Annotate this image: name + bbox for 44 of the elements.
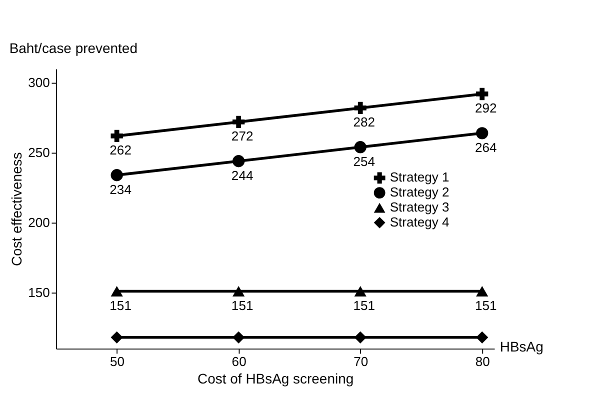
point xyxy=(476,88,488,100)
point xyxy=(110,331,123,344)
data-label: 244 xyxy=(231,168,254,183)
y-tick-label: 200 xyxy=(28,214,50,230)
y-tick-label: 150 xyxy=(28,284,50,300)
point xyxy=(476,286,488,296)
text: HBsAg xyxy=(500,338,544,354)
x-tick-label: 80 xyxy=(475,354,490,369)
data-label: 264 xyxy=(474,140,497,155)
point xyxy=(110,169,123,182)
x-tick-label: 70 xyxy=(354,354,368,369)
data-label: 272 xyxy=(231,128,254,144)
y-tick-label: 250 xyxy=(28,144,50,160)
point xyxy=(476,127,488,140)
point xyxy=(354,102,366,114)
data-label: 234 xyxy=(110,182,132,197)
data-label: 262 xyxy=(110,142,132,158)
data-label: 151 xyxy=(353,298,375,313)
point xyxy=(110,130,123,142)
text: Baht/case prevented xyxy=(9,40,138,56)
legend-label: Strategy 1 xyxy=(390,170,450,185)
data-label: 151 xyxy=(110,298,132,313)
x-tick-label: 60 xyxy=(232,354,246,369)
point xyxy=(110,286,123,296)
legend-label: Strategy 2 xyxy=(390,184,450,200)
x-tick-label: 50 xyxy=(110,354,125,369)
y-tick-label: 300 xyxy=(28,74,50,90)
point xyxy=(232,116,245,128)
data-label: 282 xyxy=(353,114,375,130)
data-label: 151 xyxy=(231,298,254,313)
data-label: 254 xyxy=(353,154,375,169)
point xyxy=(232,331,245,344)
point xyxy=(354,141,366,154)
data-label: 151 xyxy=(474,298,497,313)
legend-label: Strategy 3 xyxy=(390,199,450,214)
point xyxy=(354,331,366,344)
y-axis-title: Cost effectiveness xyxy=(8,152,25,266)
point xyxy=(232,286,245,296)
legend-label: Strategy 4 xyxy=(390,214,450,230)
point xyxy=(354,286,366,296)
data-label: 292 xyxy=(474,100,497,116)
point xyxy=(476,331,488,344)
x-axis-title: Cost of HBsAg screening xyxy=(198,370,354,387)
point xyxy=(232,155,245,168)
